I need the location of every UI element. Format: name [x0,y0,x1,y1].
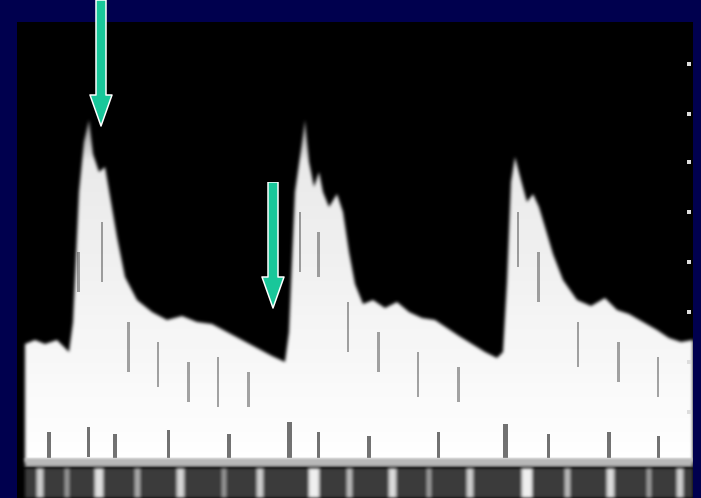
speckle-texture [77,212,659,407]
doppler-spectrum-panel [17,22,693,498]
reverse-flow-strip [25,468,693,498]
scale-ticks [687,62,691,414]
spectral-envelope [25,120,693,462]
baseline-streaks [47,422,660,458]
down-arrow-icon [261,182,285,309]
doppler-waveform [25,62,693,498]
baseline-band [25,458,693,467]
down-arrow-icon [89,0,113,127]
